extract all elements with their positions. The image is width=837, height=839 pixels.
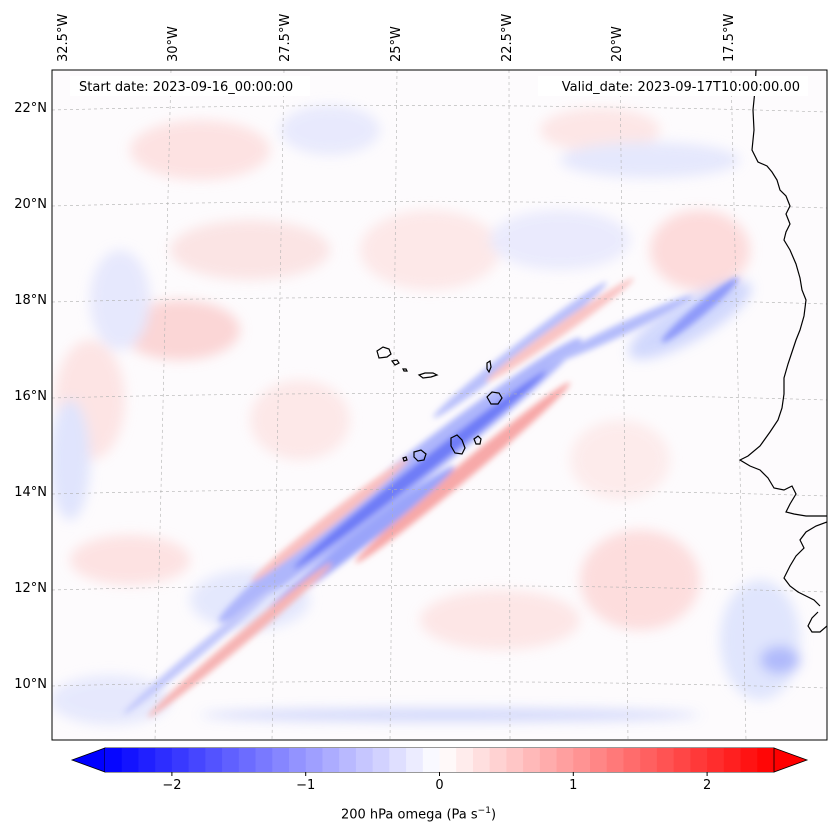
colorbar-step (171, 748, 190, 772)
colorbar-tick-label: −2 (162, 778, 181, 793)
colorbar-label-close: ) (490, 807, 497, 823)
valid-date-annotation: Valid_date: 2023-09-17T10:00:00.00 (562, 80, 800, 95)
map-panel (52, 70, 827, 740)
colorbar-label-exponent: −1 (477, 806, 491, 816)
colorbar-step (272, 748, 290, 772)
colorbar-step (205, 748, 223, 772)
colorbar-step (406, 748, 424, 772)
omega-field-band (123, 277, 739, 718)
lon-label-22-5w: 22.5°W (500, 14, 515, 62)
colorbar-step (489, 748, 507, 772)
island-santa-luzia (402, 368, 408, 372)
colorbar-step (506, 748, 524, 772)
colorbar-step (288, 748, 307, 772)
colorbar-step (539, 748, 558, 772)
island-fogo (413, 449, 427, 462)
lon-label-17-5w: 17.5°W (722, 14, 737, 62)
colorbar-step (556, 748, 574, 772)
colorbar-step (523, 748, 541, 772)
lon-label-32-5w: 32.5°W (56, 14, 71, 62)
colorbar-tick-label: −1 (296, 778, 315, 793)
colorbar-step (690, 748, 708, 772)
colorbar-step (105, 748, 123, 772)
colorbar-step (640, 748, 658, 772)
colorbar-label: 200 hPa omega (Pa s−1) (0, 806, 837, 822)
colorbar-tick-label: 2 (703, 778, 711, 793)
colorbar-step (389, 748, 407, 772)
island-sal (486, 359, 492, 374)
lat-label-14n: 14°N (14, 485, 47, 500)
island-boa-vista (486, 391, 503, 405)
colorbar-ticks: −2 −1 0 1 2 (162, 772, 711, 793)
lat-label-22n: 22°N (14, 101, 47, 116)
colorbar-step (155, 748, 173, 772)
latitude-axis-labels: 22°N 20°N 18°N 16°N 14°N 12°N 10°N (14, 101, 47, 692)
lat-label-12n: 12°N (14, 581, 47, 596)
lat-label-18n: 18°N (14, 293, 47, 308)
colorbar-step (623, 748, 641, 772)
latitude-gridlines (52, 105, 827, 689)
island-santiago (450, 434, 466, 455)
colorbar-high-extend (773, 747, 809, 773)
colorbar-step (355, 748, 374, 772)
colorbar-step (573, 748, 591, 772)
longitude-axis-labels: 32.5°W 30°W 27.5°W 25°W 22.5°W 20°W 17.5… (56, 14, 737, 62)
start-date-annotation: Start date: 2023-09-16_00:00:00 (79, 80, 293, 95)
colorbar-tick-label: 0 (435, 778, 443, 793)
colorbar-step (673, 748, 691, 772)
colorbar-step (590, 748, 608, 772)
colorbar-step (422, 748, 440, 772)
lat-label-20n: 20°N (14, 197, 47, 212)
colorbar-step (740, 748, 758, 772)
africa-coastline (738, 70, 827, 633)
colorbar-step (255, 748, 273, 772)
lon-label-27-5w: 27.5°W (278, 14, 293, 62)
omega-field-soft (52, 105, 800, 725)
valid-date-box (538, 76, 808, 96)
colorbar-step (305, 748, 323, 772)
map-frame (51, 69, 828, 741)
colorbar-step (121, 748, 139, 772)
longitude-gridlines (154, 70, 747, 740)
colorbar-step (456, 748, 474, 772)
lon-label-30w: 30°W (166, 26, 181, 62)
colorbar-label-text: 200 hPa omega (Pa s (340, 807, 478, 823)
colorbar-tick-label: 1 (569, 778, 577, 793)
colorbar-step (222, 748, 240, 772)
island-sao-nicolau (417, 372, 439, 379)
colorbar-step (188, 748, 206, 772)
colorbar-step (322, 748, 340, 772)
colorbar-step (606, 748, 624, 772)
island-maio (473, 435, 482, 445)
colorbar-step (439, 748, 457, 772)
colorbar-step (757, 748, 775, 772)
cape-verde-islands (376, 346, 503, 462)
colorbar-step (472, 748, 491, 772)
colorbar-step (372, 748, 390, 772)
colorbar-steps (105, 748, 775, 772)
colorbar-step (656, 748, 675, 772)
colorbar-step (339, 748, 357, 772)
island-sao-vicente (390, 359, 400, 366)
start-date-box (70, 76, 310, 96)
lon-label-20w: 20°W (610, 26, 625, 62)
lat-label-10n: 10°N (14, 677, 47, 692)
colorbar-step (707, 748, 725, 772)
colorbar-step (723, 748, 742, 772)
lon-label-25w: 25°W (389, 26, 404, 62)
colorbar: −2 −1 0 1 2 (70, 747, 809, 793)
colorbar-step (138, 748, 156, 772)
lat-label-16n: 16°N (14, 389, 47, 404)
island-brava (402, 456, 408, 462)
colorbar-low-extend (70, 747, 106, 773)
colorbar-step (238, 748, 257, 772)
island-santo-antao (376, 346, 392, 359)
